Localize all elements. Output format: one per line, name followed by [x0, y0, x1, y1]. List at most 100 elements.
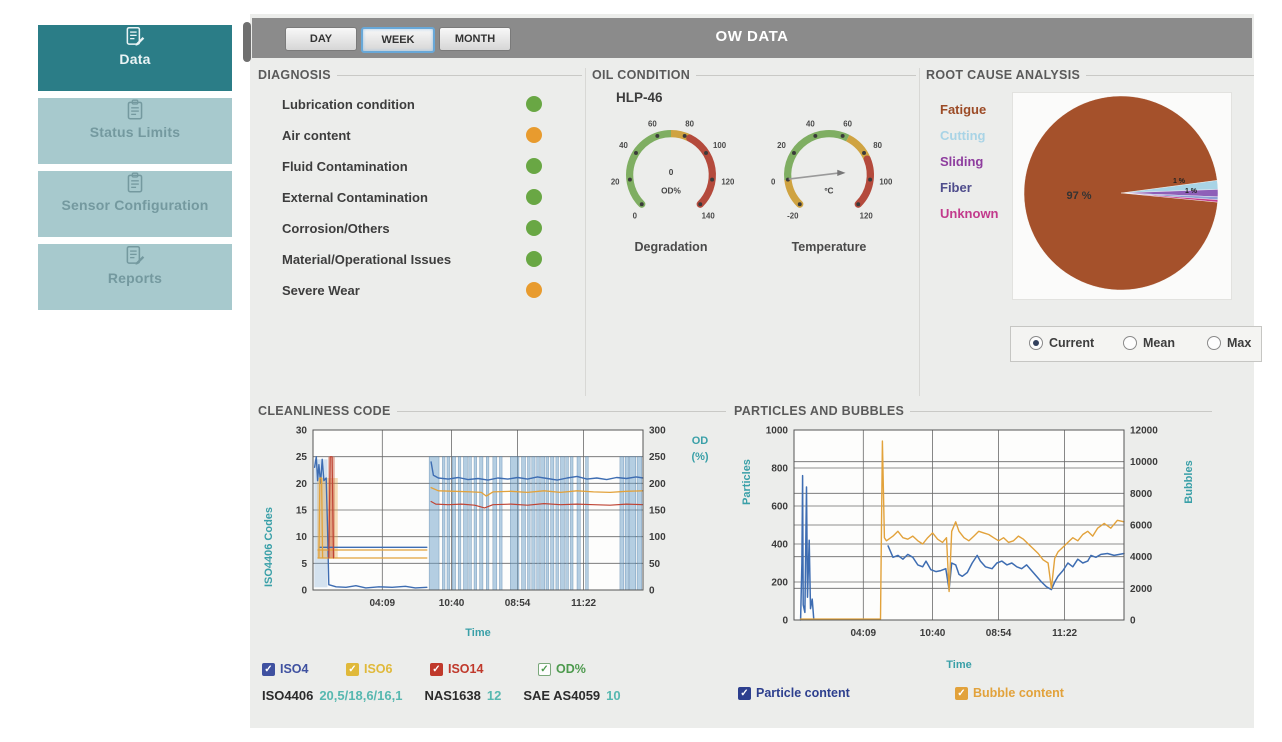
- svg-text:04:09: 04:09: [370, 598, 396, 609]
- od-label: OD%: [556, 662, 586, 676]
- nas1638-value: 12: [486, 688, 502, 703]
- root-cause-panel-title: ROOT CAUSE ANALYSIS: [926, 68, 1081, 82]
- radio-button[interactable]: [1207, 336, 1221, 350]
- svg-text:11:22: 11:22: [571, 598, 596, 609]
- oil-condition-panel: OIL CONDITION HLP-46 0 20: [592, 68, 916, 398]
- svg-text:300: 300: [649, 426, 666, 437]
- svg-text:08:54: 08:54: [505, 598, 531, 609]
- clipboard-icon: [127, 99, 143, 120]
- pie-legend: Fatigue Cutting Sliding Fiber Unknown: [940, 102, 999, 232]
- svg-text:2000: 2000: [1130, 584, 1153, 595]
- svg-text:08:54: 08:54: [986, 628, 1012, 639]
- particle-content-checkbox[interactable]: [738, 686, 751, 700]
- gauge-tick-label: 140: [702, 211, 716, 220]
- svg-text:250: 250: [649, 452, 666, 463]
- pie-mode-selector: Current Mean Max: [1010, 326, 1262, 362]
- pie-chart-container: 97 % 1 % 1 %: [1012, 92, 1232, 300]
- radio-button[interactable]: [1123, 336, 1137, 350]
- svg-text:0: 0: [782, 616, 788, 627]
- svg-text:04:09: 04:09: [851, 628, 877, 639]
- gauge-title: Temperature: [791, 240, 867, 254]
- diagnosis-label: Fluid Contamination: [282, 159, 408, 174]
- diagnosis-row: Fluid Contamination: [258, 152, 582, 183]
- particles-chart: 0200400600800100002000400060008000100001…: [741, 426, 1195, 672]
- status-indicator: [526, 127, 542, 143]
- gauge-tick-label: -20: [787, 211, 799, 220]
- gauge-tick-label: 120: [860, 211, 874, 220]
- od-checkbox[interactable]: [538, 662, 551, 676]
- status-indicator: [526, 251, 542, 267]
- clipboard-icon: [127, 172, 143, 193]
- radio-current[interactable]: Current: [1029, 336, 1094, 350]
- svg-text:15: 15: [296, 506, 308, 517]
- diagnosis-list: Lubrication condition Air content Fluid …: [258, 90, 582, 307]
- iso6-label: ISO6: [364, 662, 393, 676]
- day-button[interactable]: DAY: [285, 27, 357, 51]
- radio-label: Mean: [1143, 336, 1175, 350]
- sae-as4059-value: 10: [606, 688, 621, 703]
- particle-content-label: Particle content: [756, 686, 850, 700]
- pie-major-label: 97 %: [1066, 190, 1091, 202]
- svg-text:10:40: 10:40: [439, 598, 465, 609]
- svg-text:8000: 8000: [1130, 489, 1153, 500]
- gauge-ticks: [785, 133, 873, 207]
- radio-mean[interactable]: Mean: [1123, 336, 1175, 350]
- diagnosis-row: Corrosion/Others: [258, 214, 582, 245]
- gauge-tick-label: 20: [777, 141, 786, 150]
- root-cause-pie-chart: 97 % 1 % 1 %: [1023, 95, 1219, 291]
- diagnosis-row: Material/Operational Issues: [258, 245, 582, 276]
- svg-text:11:22: 11:22: [1052, 628, 1077, 639]
- diagnosis-panel: DIAGNOSIS Lubrication condition Air cont…: [258, 68, 582, 398]
- sidebar-item-data[interactable]: Data: [38, 25, 232, 91]
- iso4406-value: 20,5/18,6/16,1: [319, 688, 403, 703]
- svg-text:1000: 1000: [766, 426, 789, 437]
- svg-text:25: 25: [296, 452, 308, 463]
- pie-minor-label: 1 %: [1173, 178, 1186, 185]
- diagnosis-panel-title: DIAGNOSIS: [258, 68, 331, 82]
- vertical-scrollbar-thumb[interactable]: [243, 22, 251, 62]
- divider: [696, 74, 916, 76]
- svg-text:10:40: 10:40: [920, 628, 946, 639]
- gauge-needle-tip: [837, 169, 846, 176]
- diagnosis-label: Air content: [282, 128, 351, 143]
- page-title: OW DATA: [715, 28, 789, 45]
- sidebar-item-status-limits[interactable]: Status Limits: [38, 98, 232, 164]
- svg-text:0: 0: [649, 586, 655, 597]
- diagnosis-label: External Contamination: [282, 190, 428, 205]
- diagnosis-label: Corrosion/Others: [282, 221, 390, 236]
- svg-text:0: 0: [301, 586, 307, 597]
- svg-text:20: 20: [296, 479, 308, 490]
- sidebar-item-reports[interactable]: Reports: [38, 244, 232, 310]
- x-axis-label: Time: [946, 659, 971, 671]
- iso14-label: ISO14: [448, 662, 484, 676]
- sidebar-item-sensor-configuration[interactable]: Sensor Configuration: [38, 171, 232, 237]
- sidebar: Data Status Limits Sensor Configuration: [38, 18, 232, 312]
- svg-text:150: 150: [649, 506, 666, 517]
- legend-item-sliding: Sliding: [940, 154, 984, 169]
- bubble-content-label: Bubble content: [973, 686, 1064, 700]
- gauge-dial: -20 0 20 40 60 80 100 120 ºC: [771, 119, 893, 220]
- iso4406-name: ISO4406: [262, 688, 314, 703]
- gauge-value: 0: [669, 168, 674, 177]
- iso6-checkbox[interactable]: [346, 662, 359, 676]
- bubble-content-checkbox[interactable]: [955, 686, 968, 700]
- gauge-unit: OD%: [661, 187, 681, 196]
- radio-label: Max: [1227, 336, 1252, 350]
- svg-text:800: 800: [771, 464, 788, 475]
- iso14-checkbox[interactable]: [430, 662, 443, 676]
- diagnosis-row: Severe Wear: [258, 276, 582, 307]
- radio-max[interactable]: Max: [1207, 336, 1251, 350]
- legend-item-unknown: Unknown: [940, 206, 999, 221]
- svg-text:30: 30: [296, 426, 308, 437]
- legend-item-fiber: Fiber: [940, 180, 972, 195]
- legend-item-fatigue: Fatigue: [940, 102, 987, 117]
- iso4-checkbox[interactable]: [262, 662, 275, 676]
- month-button[interactable]: MONTH: [439, 27, 511, 51]
- oil-type-label: HLP-46: [616, 90, 663, 105]
- week-button[interactable]: WEEK: [361, 27, 435, 53]
- temperature-gauge: -20 0 20 40 60 80 100 120 ºC Temperature: [750, 115, 908, 254]
- radio-button[interactable]: [1029, 336, 1043, 350]
- y-axis-label-right: OD: [692, 435, 709, 447]
- svg-text:400: 400: [771, 540, 788, 551]
